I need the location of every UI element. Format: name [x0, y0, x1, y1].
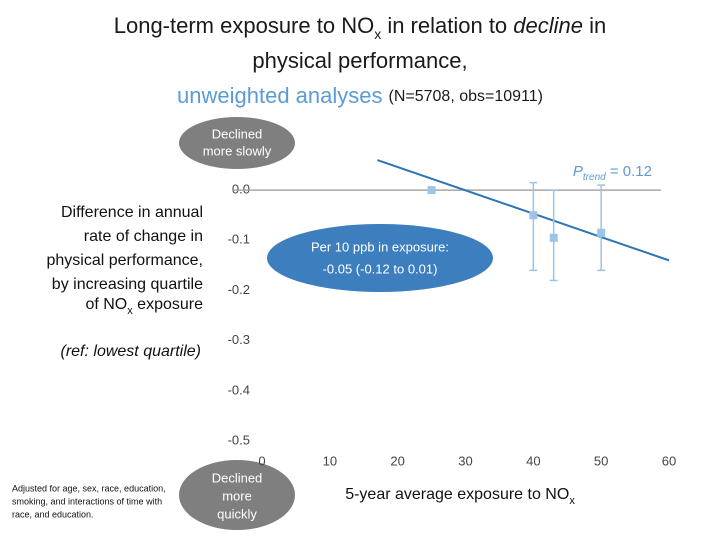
x-tick-label: 20 [390, 453, 404, 468]
y-label-line: rate of change in [84, 228, 203, 245]
x-tick-label: 40 [526, 453, 540, 468]
annotation: Per 10 ppb in exposure: [311, 239, 449, 254]
y-tick-label: -0.1 [228, 232, 250, 247]
x-tick-label: 60 [662, 453, 676, 468]
annotation: Declined [212, 126, 263, 141]
y-tick-label: 0.0 [232, 182, 250, 197]
annotation: quickly [217, 506, 257, 521]
p-trend: Ptrend = 0.12 [573, 163, 652, 183]
title-highlight: unweighted analyses [177, 83, 382, 108]
y-label-line: Difference in annual [61, 204, 203, 221]
y-label-line: of NOx exposure [85, 296, 203, 317]
annotation: -0.05 (-0.12 to 0.01) [323, 261, 438, 276]
point [549, 233, 558, 242]
footnote-line: race, and education. [12, 509, 94, 519]
point [529, 211, 538, 220]
y-label-line: physical performance, [46, 252, 203, 269]
y-label-text: of NO [85, 296, 127, 313]
x-axis-label: 5-year average exposure to NOx [345, 486, 575, 507]
y-tick-label: -0.2 [228, 282, 250, 297]
y-label-text: exposure [133, 296, 203, 313]
x-tick-label: 10 [323, 453, 337, 468]
title-note: (N=5708, obs=10911) [389, 88, 543, 105]
footnote-line: smoking, and interactions of time with [12, 496, 162, 506]
annotation: more [222, 488, 252, 503]
x-tick-label: 0 [258, 453, 265, 468]
y-label-ref: (ref: lowest quartile) [61, 343, 202, 360]
annotation: more slowly [203, 143, 272, 158]
x-tick-label: 30 [458, 453, 472, 468]
point [427, 186, 436, 195]
y-tick-label: -0.3 [228, 332, 250, 347]
badge [179, 460, 295, 530]
footnote-line: Adjusted for age, sex, race, education, [12, 483, 166, 493]
error-bar [529, 181, 538, 272]
p: P [573, 163, 583, 180]
y-label-sub: x [127, 305, 133, 317]
title-sub: x [374, 26, 381, 42]
title-italic: decline [513, 13, 583, 38]
footnote: Adjusted for age, sex, race, education, s… [12, 483, 166, 519]
estimate-badge [267, 224, 493, 292]
plot: 0.0 -0.1 -0.2 -0.3 -0.4 -0.5 0 10 20 30 40 50 60 [228, 159, 676, 468]
title-line3: unweighted analyses (N=5708, obs=10911) [177, 83, 543, 108]
x-label-text: 5-year average exposure to NO [345, 486, 569, 503]
badge [179, 117, 295, 169]
trend-line [376, 159, 670, 262]
y-tick-label: -0.4 [228, 382, 250, 397]
title-text: Long-term exposure to NO [114, 13, 374, 38]
p-sub: trend [583, 172, 606, 183]
error-bar [597, 184, 606, 272]
title-line2: physical performance, [252, 48, 467, 73]
y-tick-label: -0.5 [228, 432, 250, 447]
y-axis-label: Difference in annual rate of change in phy… [46, 204, 203, 293]
point [597, 228, 606, 237]
y-label-line: by increasing quartile [52, 276, 203, 293]
title-text: in [583, 13, 606, 38]
x-label-sub: x [569, 495, 575, 507]
title-line1: Long-term exposure to NOx in relation to… [114, 13, 607, 42]
annotation-group: Declined more quickly [212, 470, 263, 521]
title-text: in relation to [381, 13, 513, 38]
p-value: = 0.12 [606, 163, 652, 180]
annotation: Declined [212, 470, 263, 485]
x-tick-label: 50 [594, 453, 608, 468]
